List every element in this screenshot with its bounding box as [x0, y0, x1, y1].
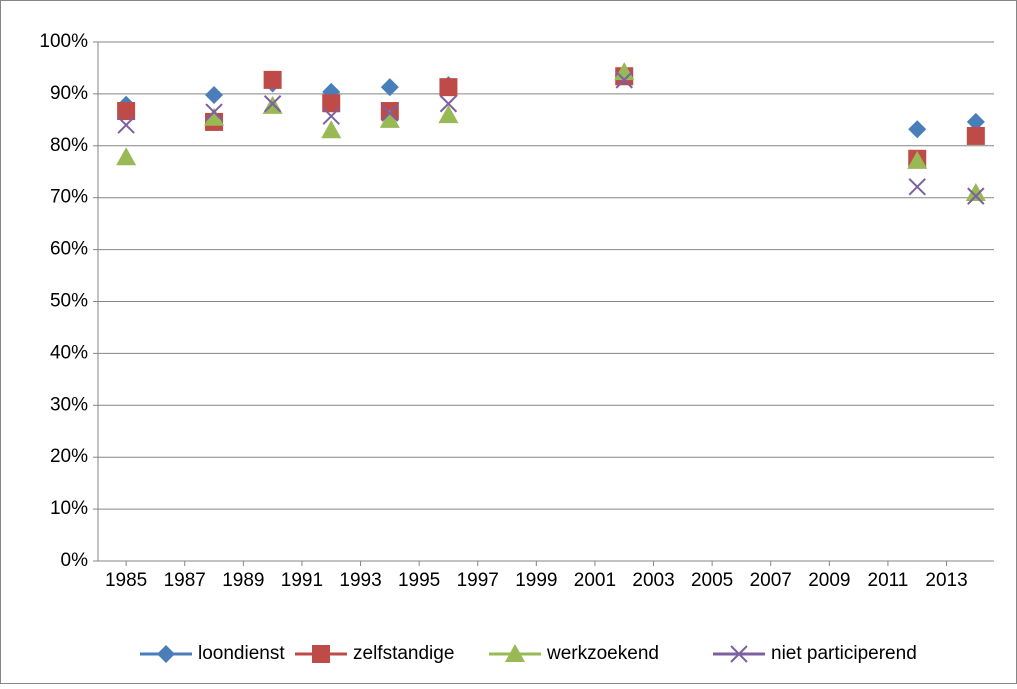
marker — [321, 120, 342, 139]
x-tick-label: 2011 — [868, 570, 909, 591]
y-tick-label: 30% — [50, 394, 88, 415]
marker — [312, 645, 330, 663]
x-tick-label: 2005 — [691, 570, 733, 591]
y-tick-label: 60% — [50, 239, 88, 260]
marker — [157, 645, 175, 663]
marker — [966, 112, 985, 131]
x-tick-label: 2013 — [925, 570, 967, 591]
marker — [205, 85, 224, 104]
y-tick-label: 80% — [50, 135, 88, 156]
x-tick-label: 2003 — [632, 570, 674, 591]
y-tick-label: 50% — [50, 291, 88, 312]
x-tick-label: 1997 — [457, 570, 499, 591]
marker — [117, 116, 135, 134]
marker — [204, 107, 225, 126]
marker — [438, 105, 459, 124]
marker — [117, 102, 136, 121]
y-tick-label: 20% — [50, 446, 88, 467]
legend-label: zelfstandige — [353, 643, 454, 664]
x-tick-label: 1995 — [398, 570, 440, 591]
x-tick-label: 2009 — [808, 570, 850, 591]
marker — [322, 107, 340, 125]
marker — [380, 78, 399, 97]
marker — [116, 147, 137, 166]
legend-label: loondienst — [198, 643, 285, 664]
marker — [381, 104, 399, 122]
y-tick-label: 10% — [50, 498, 88, 519]
y-tick-label: 90% — [50, 83, 88, 104]
y-tick-label: 100% — [39, 31, 88, 52]
marker — [965, 183, 986, 202]
marker — [730, 645, 748, 663]
y-tick-label: 70% — [50, 187, 88, 208]
legend-label: niet participerend — [771, 643, 917, 664]
x-tick-label: 2007 — [750, 570, 792, 591]
y-tick-label: 40% — [50, 342, 88, 363]
x-tick-label: 1985 — [105, 570, 147, 591]
marker — [205, 103, 223, 121]
marker — [907, 150, 928, 169]
marker — [263, 95, 282, 113]
marker — [263, 70, 282, 89]
marker — [439, 95, 458, 113]
x-tick-label: 2001 — [574, 570, 616, 591]
marker — [439, 78, 458, 97]
x-tick-label: 1989 — [222, 570, 264, 591]
marker — [379, 109, 400, 128]
marker — [967, 187, 985, 205]
marker — [505, 644, 525, 662]
legend-label: werkzoekend — [546, 643, 659, 664]
marker — [966, 126, 985, 145]
x-tick-label: 1991 — [281, 570, 323, 591]
x-tick-label: 1993 — [339, 570, 381, 591]
x-tick-label: 1999 — [515, 570, 557, 591]
marker — [322, 94, 341, 113]
marker — [615, 71, 633, 89]
marker — [908, 120, 927, 139]
x-tick-label: 1987 — [164, 570, 206, 591]
marker — [908, 178, 926, 196]
y-tick-label: 0% — [61, 550, 89, 571]
